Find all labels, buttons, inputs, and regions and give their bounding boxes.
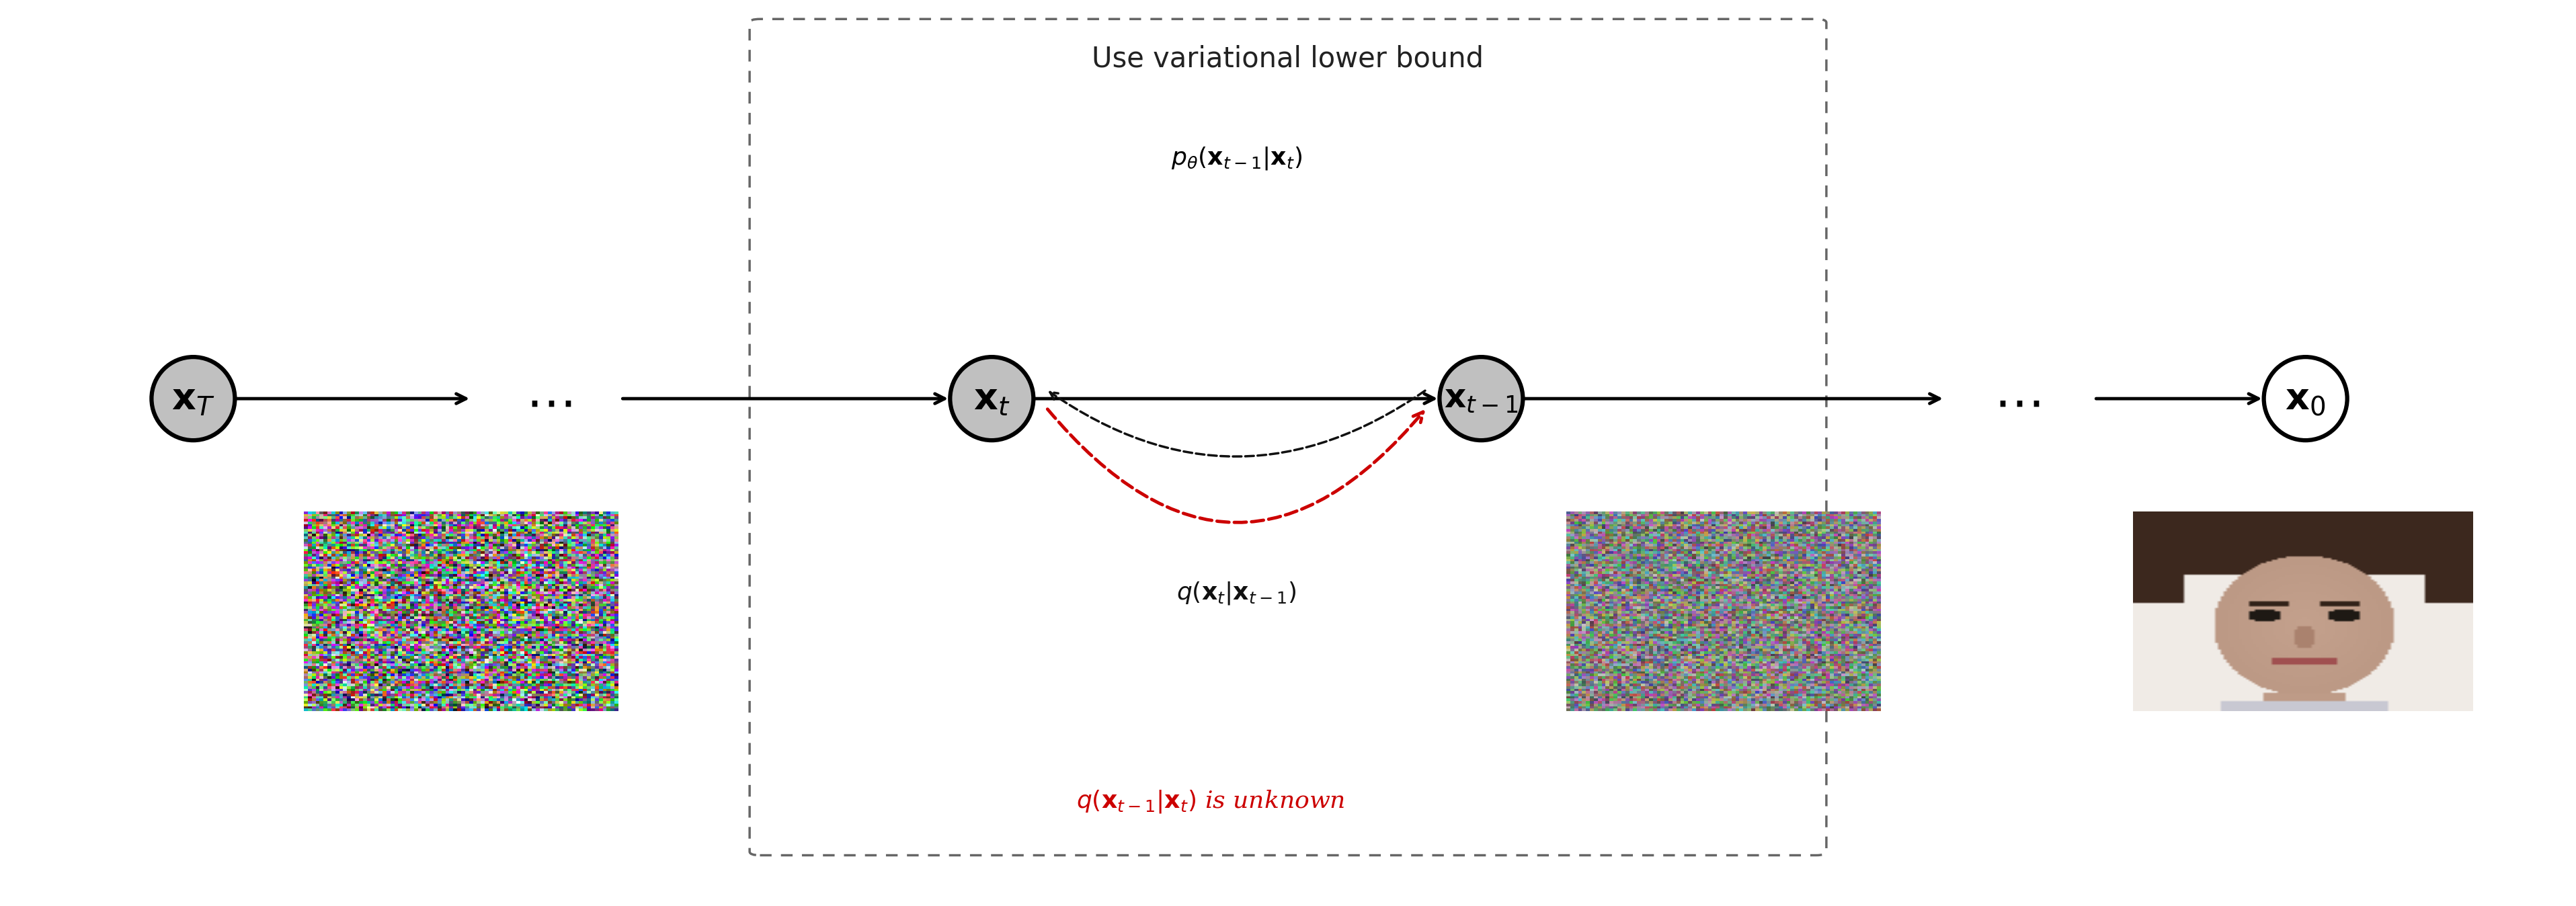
- Ellipse shape: [2264, 357, 2347, 440]
- Text: $p_\theta(\mathbf{x}_{t-1}|\mathbf{x}_t)$: $p_\theta(\mathbf{x}_{t-1}|\mathbf{x}_t)…: [1172, 146, 1301, 171]
- Text: $\mathbf{x}_0$: $\mathbf{x}_0$: [2285, 381, 2326, 417]
- Text: $\mathbf{x}_{t-1}$: $\mathbf{x}_{t-1}$: [1445, 382, 1517, 415]
- Ellipse shape: [152, 357, 234, 440]
- Ellipse shape: [951, 357, 1033, 440]
- Text: Use variational lower bound: Use variational lower bound: [1092, 44, 1484, 73]
- Text: $q(\mathbf{x}_t|\mathbf{x}_{t-1})$: $q(\mathbf{x}_t|\mathbf{x}_{t-1})$: [1177, 581, 1296, 606]
- Text: $\cdots$: $\cdots$: [526, 381, 572, 429]
- Text: $\mathbf{x}_t$: $\mathbf{x}_t$: [974, 381, 1010, 417]
- Text: $\mathbf{x}_T$: $\mathbf{x}_T$: [173, 381, 214, 417]
- Text: $q(\mathbf{x}_{t-1}|\mathbf{x}_t)$ is unknown: $q(\mathbf{x}_{t-1}|\mathbf{x}_t)$ is un…: [1077, 789, 1345, 814]
- Text: $\cdots$: $\cdots$: [1994, 381, 2040, 429]
- Ellipse shape: [1440, 357, 1522, 440]
